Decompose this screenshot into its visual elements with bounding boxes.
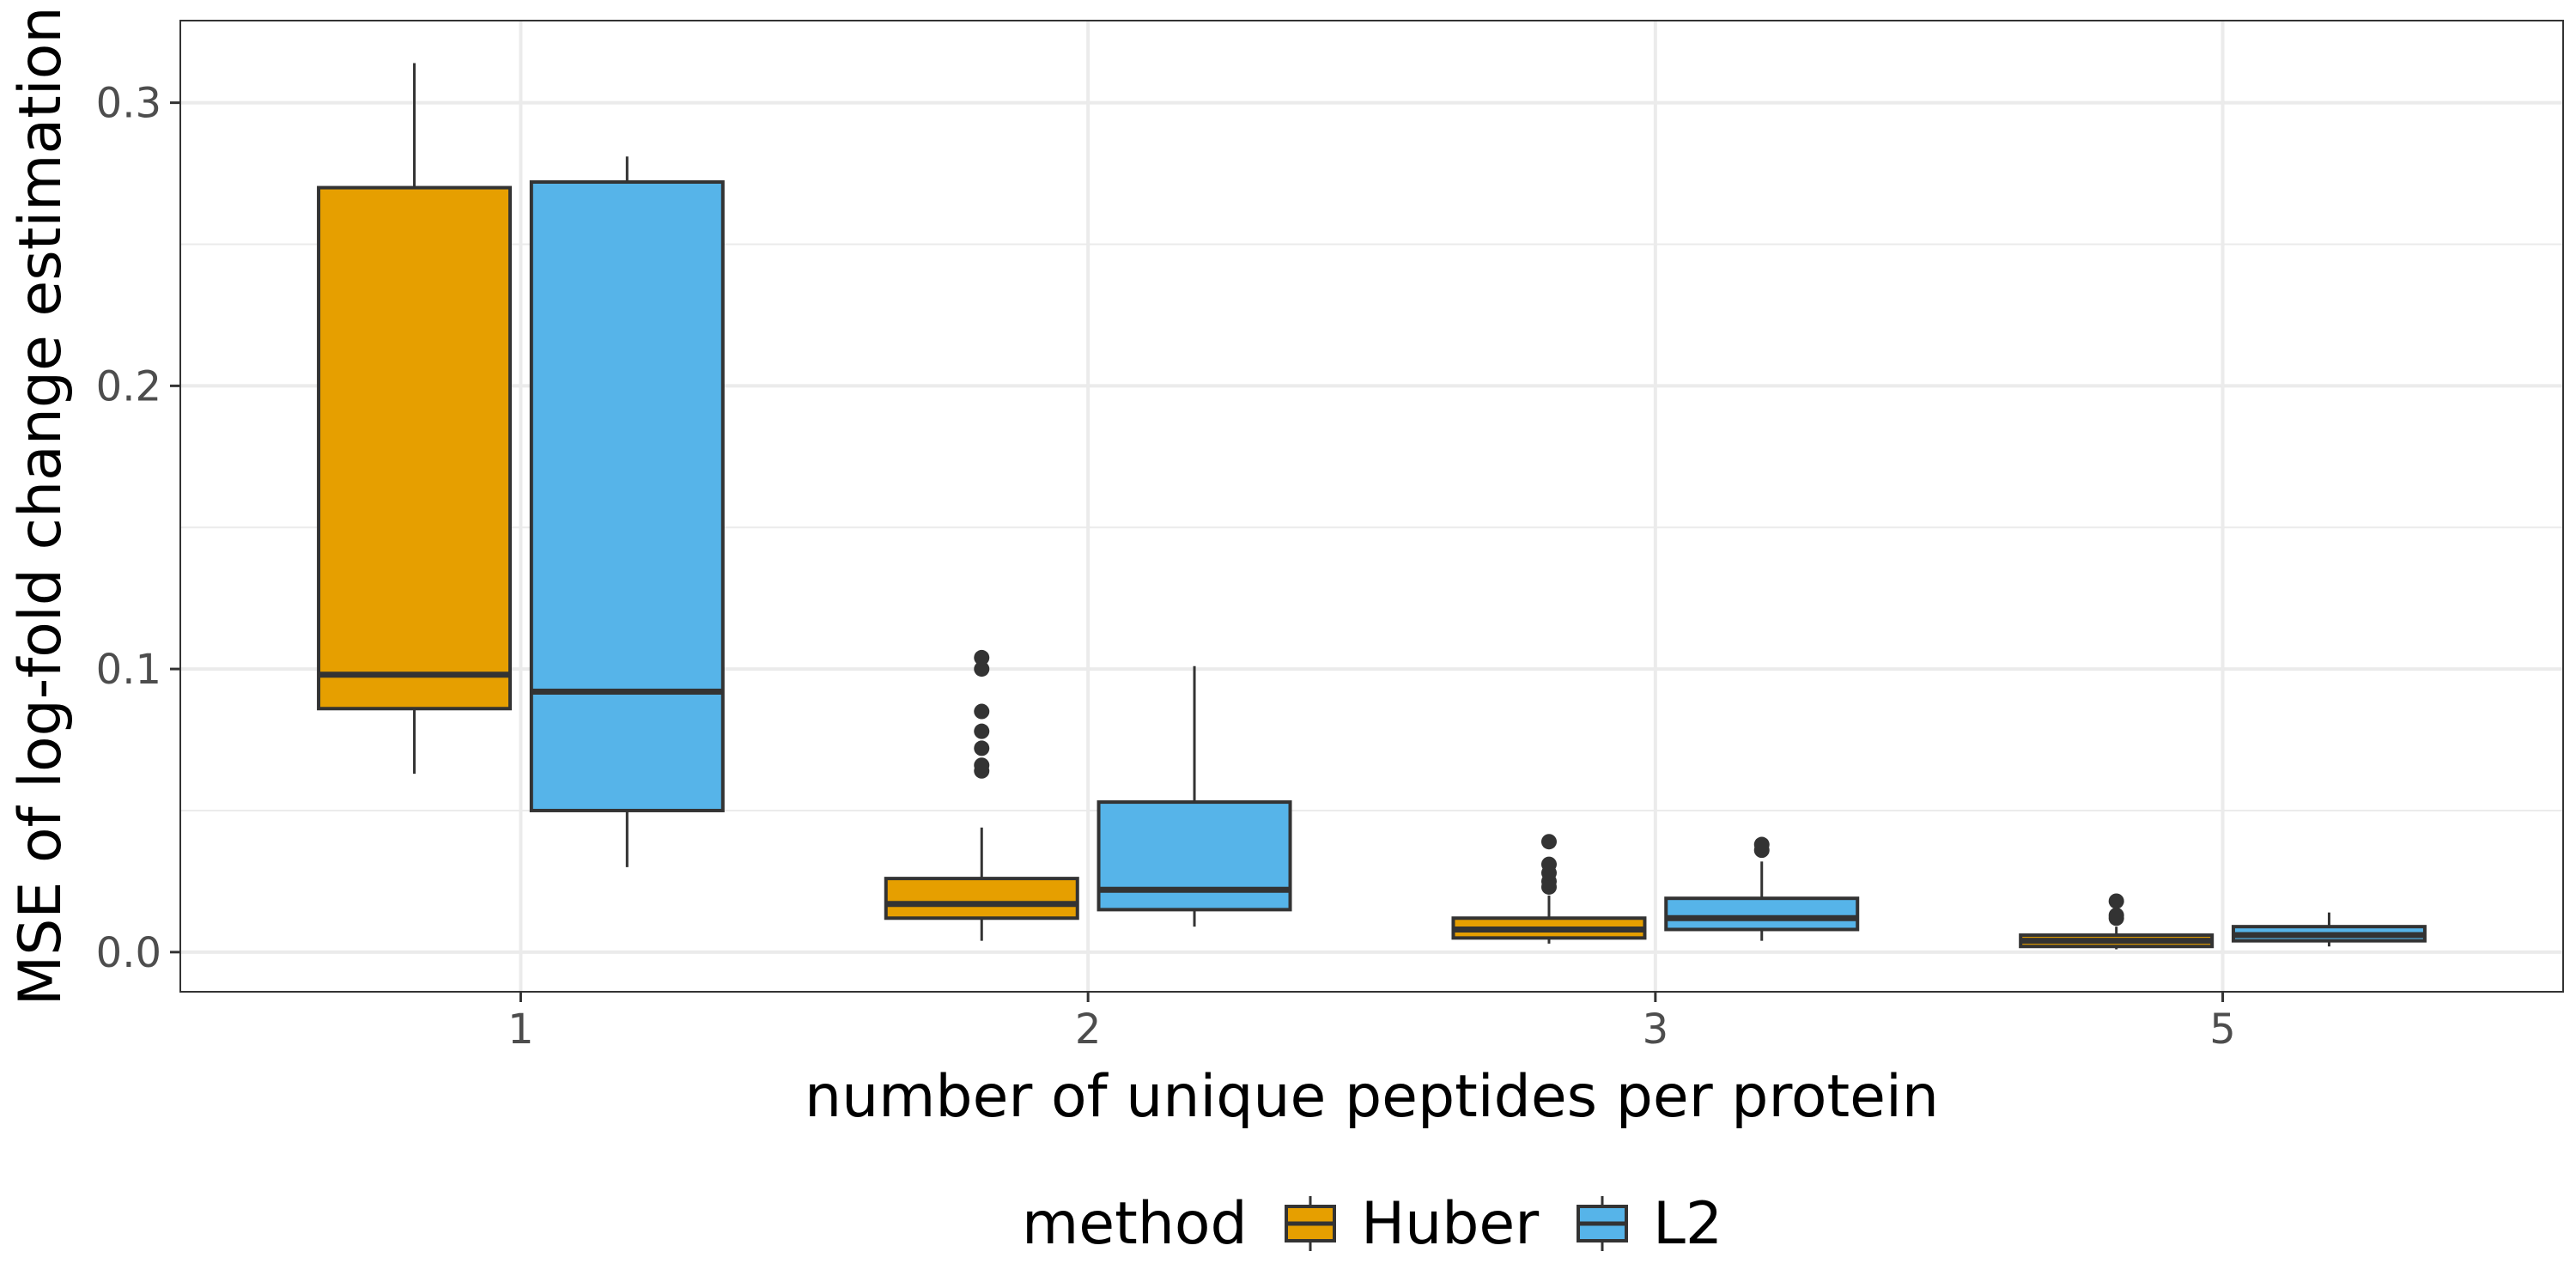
- y-axis-ticks: 0.0 0.1 0.2 0.3: [96, 80, 180, 977]
- box-iqr: [529, 179, 725, 812]
- y-tick-label: 0.3: [96, 80, 161, 128]
- x-tick-label: 1: [507, 1005, 534, 1054]
- y-tick-label: 0.1: [96, 646, 161, 694]
- legend: method Huber L2: [1022, 1190, 1722, 1258]
- legend-items: Huber L2: [1285, 1190, 1722, 1258]
- outlier-point: [974, 703, 990, 720]
- x-axis-title: number of unique peptides per protein: [805, 1063, 1939, 1131]
- box-iqr: [1097, 800, 1292, 912]
- outlier-point: [2108, 907, 2124, 923]
- x-tick-label: 5: [2209, 1005, 2236, 1054]
- box-iqr: [1664, 896, 1860, 932]
- box-huber-1: [317, 63, 513, 775]
- legend-label: Huber: [1361, 1190, 1539, 1258]
- outlier-point: [1753, 836, 1770, 853]
- outlier-point: [974, 661, 990, 677]
- box-l2-5: [2231, 912, 2427, 947]
- outlier-point: [974, 723, 990, 739]
- panel-border: [179, 20, 2564, 993]
- x-axis-ticks: 1 2 3 5: [507, 992, 2236, 1054]
- outlier-point: [974, 649, 990, 665]
- box-huber-2: [884, 649, 1079, 941]
- outlier-point: [974, 740, 990, 756]
- box-iqr: [317, 185, 513, 711]
- box-l2-1: [529, 156, 725, 867]
- box-l2-3: [1664, 836, 1860, 941]
- y-tick-label: 0.2: [96, 362, 161, 410]
- outlier-point: [1540, 834, 1557, 850]
- outlier-point: [2108, 893, 2124, 909]
- legend-item-huber: Huber: [1285, 1190, 1539, 1258]
- outlier-point: [1540, 856, 1557, 872]
- box-huber-5: [2019, 893, 2215, 950]
- box-iqr: [884, 877, 1079, 920]
- y-axis-title: MSE of log-fold change estimation: [7, 7, 75, 1006]
- x-tick-label: 2: [1075, 1005, 1102, 1054]
- box-huber-3: [1451, 834, 1647, 944]
- boxes: [317, 63, 2427, 950]
- outlier-point: [974, 757, 990, 774]
- legend-label: L2: [1653, 1190, 1722, 1258]
- y-tick-label: 0.0: [96, 929, 161, 977]
- legend-item-l2: L2: [1577, 1190, 1722, 1258]
- x-tick-label: 3: [1643, 1005, 1669, 1054]
- box-l2-2: [1097, 665, 1292, 927]
- legend-title: method: [1022, 1190, 1248, 1258]
